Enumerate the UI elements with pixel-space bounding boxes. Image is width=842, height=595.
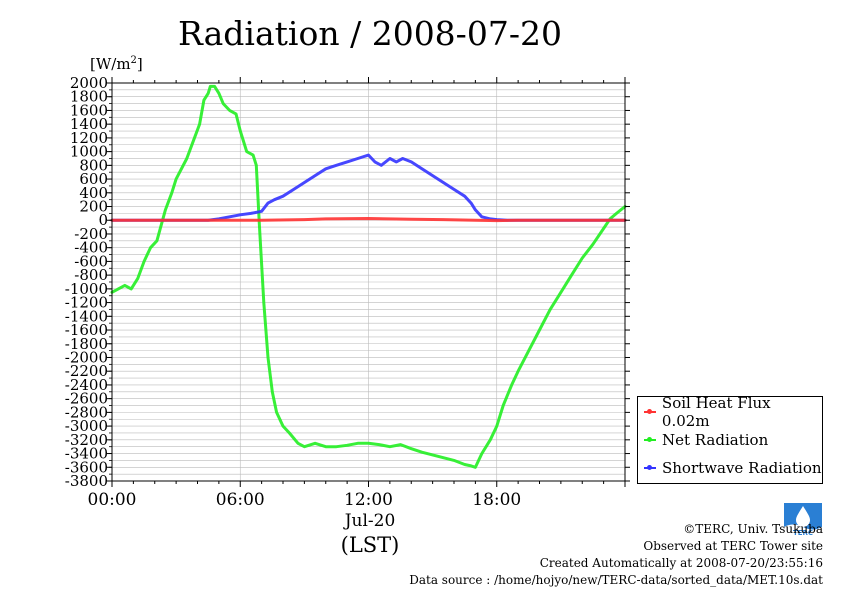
y-tick-label: 1800 [70,88,108,106]
legend-item-shortwave-radiation: Shortwave Radiation [644,457,822,479]
y-tick-label: 2000 [70,74,108,92]
chart-title: Radiation / 2008-07-20 [178,14,562,53]
y-tick-label: -3600 [65,458,108,476]
credit-copyright: ©TERC, Univ. Tsukuba [683,522,823,536]
legend-item-soil-heat-flux: Soil Heat Flux 0.02m [644,394,822,430]
x-axis: 00:00 06:00 12:00 18:00 [88,77,626,510]
y-tick-label: 1000 [70,143,108,161]
series-line-soil-heat-flux-0-02m [110,217,627,223]
x-axis-date-label: Jul-20 [344,511,396,531]
y-tick-label: -400 [74,239,108,257]
legend-swatch-net-radiation [644,437,656,442]
y-tick-label: -800 [74,266,108,284]
y-tick-label: -600 [74,252,108,270]
legend-label-soil-heat-flux: Soil Heat Flux 0.02m [661,394,771,430]
chart-grid [111,82,626,482]
x-axis-timezone-label: (LST) [340,533,400,557]
chart-legend: Soil Heat Flux 0.02m Net Radiation Short… [637,394,823,484]
y-tick-label: -1200 [65,294,108,312]
credit-site: Observed at TERC Tower site [643,539,823,553]
series-group [110,84,627,469]
y-tick-label: -2200 [65,362,108,380]
y-tick-label: -1800 [65,335,108,353]
legend-swatch-soil-heat-flux [644,409,656,414]
y-tick-label: 1400 [70,115,108,133]
legend-item-net-radiation: Net Radiation [644,429,768,451]
y-axis: 2000180016001400120010008006004002000-20… [65,74,630,490]
y-tick-label: 800 [79,156,108,174]
x-tick-label: 00:00 [88,490,137,510]
series-line-net-radiation [110,84,627,469]
y-tick-label: -1600 [65,321,108,339]
x-tick-label: 18:00 [472,490,521,510]
y-tick-label: -2000 [65,348,108,366]
y-tick-label: -3400 [65,445,108,463]
x-tick-label: 06:00 [216,490,265,510]
y-tick-label: -3000 [65,417,108,435]
credit-source: Data source : /home/hojyo/new/TERC-data/… [409,573,823,587]
y-tick-label: -2400 [65,376,108,394]
y-tick-label: -3200 [65,431,108,449]
y-tick-label: -2600 [65,390,108,408]
unit-base: [W/m [90,55,131,73]
y-tick-label: -1400 [65,307,108,325]
y-tick-label: -1000 [65,280,108,298]
credit-created: Created Automatically at 2008-07-20/23:5… [539,556,823,570]
y-axis-unit: [W/m2] [90,55,143,73]
legend-swatch-shortwave-radiation [644,465,656,470]
y-tick-label: 1600 [70,101,108,119]
unit-close: ] [136,55,143,73]
legend-label-shortwave-radiation: Shortwave Radiation [662,459,822,477]
y-tick-label: -2800 [65,403,108,421]
x-tick-label: 12:00 [344,490,393,510]
y-tick-label: 1200 [70,129,108,147]
legend-label-net-radiation: Net Radiation [662,431,769,449]
y-tick-label: 400 [79,184,108,202]
y-tick-label: 0 [98,211,108,229]
unit-superscript: 2 [130,55,137,66]
terc-logo-icon: TERC [784,503,822,537]
y-tick-label: -200 [74,225,108,243]
series-line-shortwave-radiation [110,153,627,222]
y-tick-label: 200 [79,198,108,216]
y-tick-label: 600 [79,170,108,188]
y-tick-label: -3800 [65,472,108,490]
logo-text: TERC [793,529,813,537]
